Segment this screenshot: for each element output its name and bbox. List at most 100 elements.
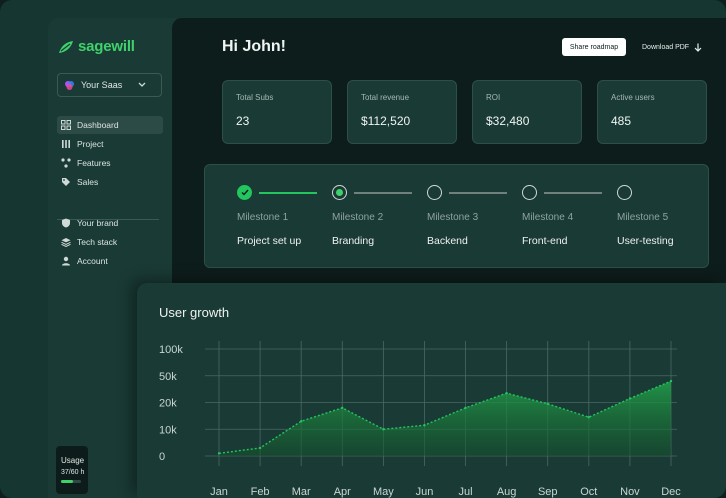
stat-label: ROI [486, 93, 501, 102]
series-area [219, 381, 671, 456]
nav-item-account[interactable]: Account [57, 252, 163, 270]
usage-value: 37/60 h [61, 469, 85, 476]
y-tick-label: 100k [159, 344, 183, 356]
data-point[interactable] [628, 397, 632, 400]
leaf-logo-icon [59, 40, 73, 53]
nav-item-project[interactable]: Project [57, 135, 163, 153]
chevron-down-icon [138, 82, 146, 87]
stat-card-active-users: Active users 485 [597, 80, 707, 144]
milestone-5[interactable]: Milestone 5 User-testing [617, 185, 707, 247]
milestone-name: Branding [332, 235, 375, 247]
main-nav: Dashboard Project Features Sales [57, 116, 163, 192]
milestone-connector [544, 192, 602, 194]
y-tick-label: 50k [159, 371, 177, 383]
data-point[interactable] [587, 416, 591, 419]
shield-icon [61, 218, 71, 228]
data-point[interactable] [669, 379, 673, 383]
empty-circle-icon [427, 185, 442, 200]
data-point[interactable] [423, 424, 426, 427]
stat-value: $112,520 [361, 114, 411, 128]
x-tick-label: Jan [210, 486, 228, 498]
brand-name: sagewill [78, 38, 135, 55]
milestone-name: Front-end [522, 235, 568, 247]
data-point[interactable] [341, 406, 344, 410]
stat-label: Total revenue [361, 93, 410, 102]
stat-card-total-subs: Total Subs 23 [222, 80, 332, 144]
nav-label: Your brand [77, 218, 119, 228]
download-pdf-label: Download PDF [642, 43, 690, 51]
milestone-2[interactable]: Milestone 2 Branding [332, 185, 422, 247]
milestone-connector [449, 192, 507, 194]
stat-value: 23 [236, 114, 250, 128]
nav-label: Account [77, 256, 108, 266]
milestone-3[interactable]: Milestone 3 Backend [427, 185, 517, 247]
nav-item-sales[interactable]: Sales [57, 173, 163, 191]
brand[interactable]: sagewill [58, 38, 135, 55]
secondary-nav: Your brand Tech stack Account [57, 214, 163, 271]
current-step-icon [332, 185, 347, 200]
milestone-name: Project set up [237, 235, 302, 247]
page-title: Hi John! [222, 38, 286, 55]
y-tick-label: 0 [159, 451, 165, 463]
x-tick-label: Jul [459, 486, 473, 498]
stat-value: $32,480 [486, 114, 530, 128]
user-growth-chart: 0 10k 20k 50k 100k Jan Feb Mar Apr May Jun Jul Aug Se… [159, 341, 681, 498]
stat-label: Total Subs [236, 93, 274, 102]
milestone-4[interactable]: Milestone 4 Front-end [522, 185, 612, 247]
data-point[interactable] [546, 402, 549, 406]
x-tick-label: Sep [538, 486, 558, 498]
x-tick-label: Mar [292, 486, 311, 498]
user-icon [61, 256, 71, 266]
milestone-label: Milestone 5 [617, 212, 669, 223]
milestone-name: User-testing [617, 235, 674, 247]
usage-widget: Usage 37/60 h [56, 446, 88, 494]
usage-progress-fill [61, 480, 74, 483]
milestone-name: Backend [427, 235, 468, 247]
data-point[interactable] [258, 446, 262, 450]
stat-label: Active users [611, 93, 655, 102]
nav-label: Sales [77, 177, 99, 187]
data-point[interactable] [299, 420, 303, 423]
arrow-down-icon [694, 43, 702, 52]
nav-label: Dashboard [77, 120, 119, 130]
empty-circle-icon [617, 185, 632, 200]
share-roadmap-button[interactable]: Share roadmap [562, 38, 626, 56]
check-circle-icon [237, 185, 252, 200]
usage-title: Usage [61, 456, 85, 465]
nav-label: Tech stack [77, 237, 118, 247]
data-point[interactable] [382, 428, 385, 431]
nav-item-tech-stack[interactable]: Tech stack [57, 233, 163, 251]
stat-card-total-revenue: Total revenue $112,520 [347, 80, 457, 144]
milestone-connector [354, 192, 412, 194]
nav-item-dashboard[interactable]: Dashboard [57, 116, 163, 134]
sidebar: sagewill Your Saas Dashboard [48, 18, 176, 498]
download-pdf-button[interactable]: Download PDF [642, 38, 702, 56]
nav-item-your-brand[interactable]: Your brand [57, 214, 163, 232]
nav-divider [57, 219, 159, 220]
workspace-switcher[interactable]: Your Saas [57, 73, 162, 97]
data-point[interactable] [505, 391, 508, 395]
x-tick-label: Dec [661, 486, 681, 498]
chart-title: User growth [159, 305, 230, 320]
data-point[interactable] [217, 452, 221, 455]
user-growth-card: User growth 0 10k 20k 50k 100k Jan Feb Mar Apr Ma… [137, 283, 726, 498]
nav-label: Features [77, 158, 111, 168]
data-point[interactable] [464, 406, 467, 410]
stat-card-roi: ROI $32,480 [472, 80, 582, 144]
x-tick-label: Nov [620, 486, 640, 498]
workspace-logo-icon [65, 80, 74, 90]
usage-progress-bar [61, 480, 81, 483]
y-tick-label: 20k [159, 398, 177, 410]
x-tick-label: Aug [497, 486, 517, 498]
nodes-icon [61, 158, 71, 168]
nav-label: Project [77, 139, 104, 149]
milestone-label: Milestone 2 [332, 212, 384, 223]
nav-item-features[interactable]: Features [57, 154, 163, 172]
x-tick-label: Apr [334, 486, 351, 498]
milestone-1[interactable]: Milestone 1 Project set up [237, 185, 327, 247]
milestone-label: Milestone 1 [237, 212, 289, 223]
milestone-label: Milestone 3 [427, 212, 479, 223]
workspace-name: Your Saas [81, 80, 123, 90]
layers-icon [61, 237, 71, 247]
